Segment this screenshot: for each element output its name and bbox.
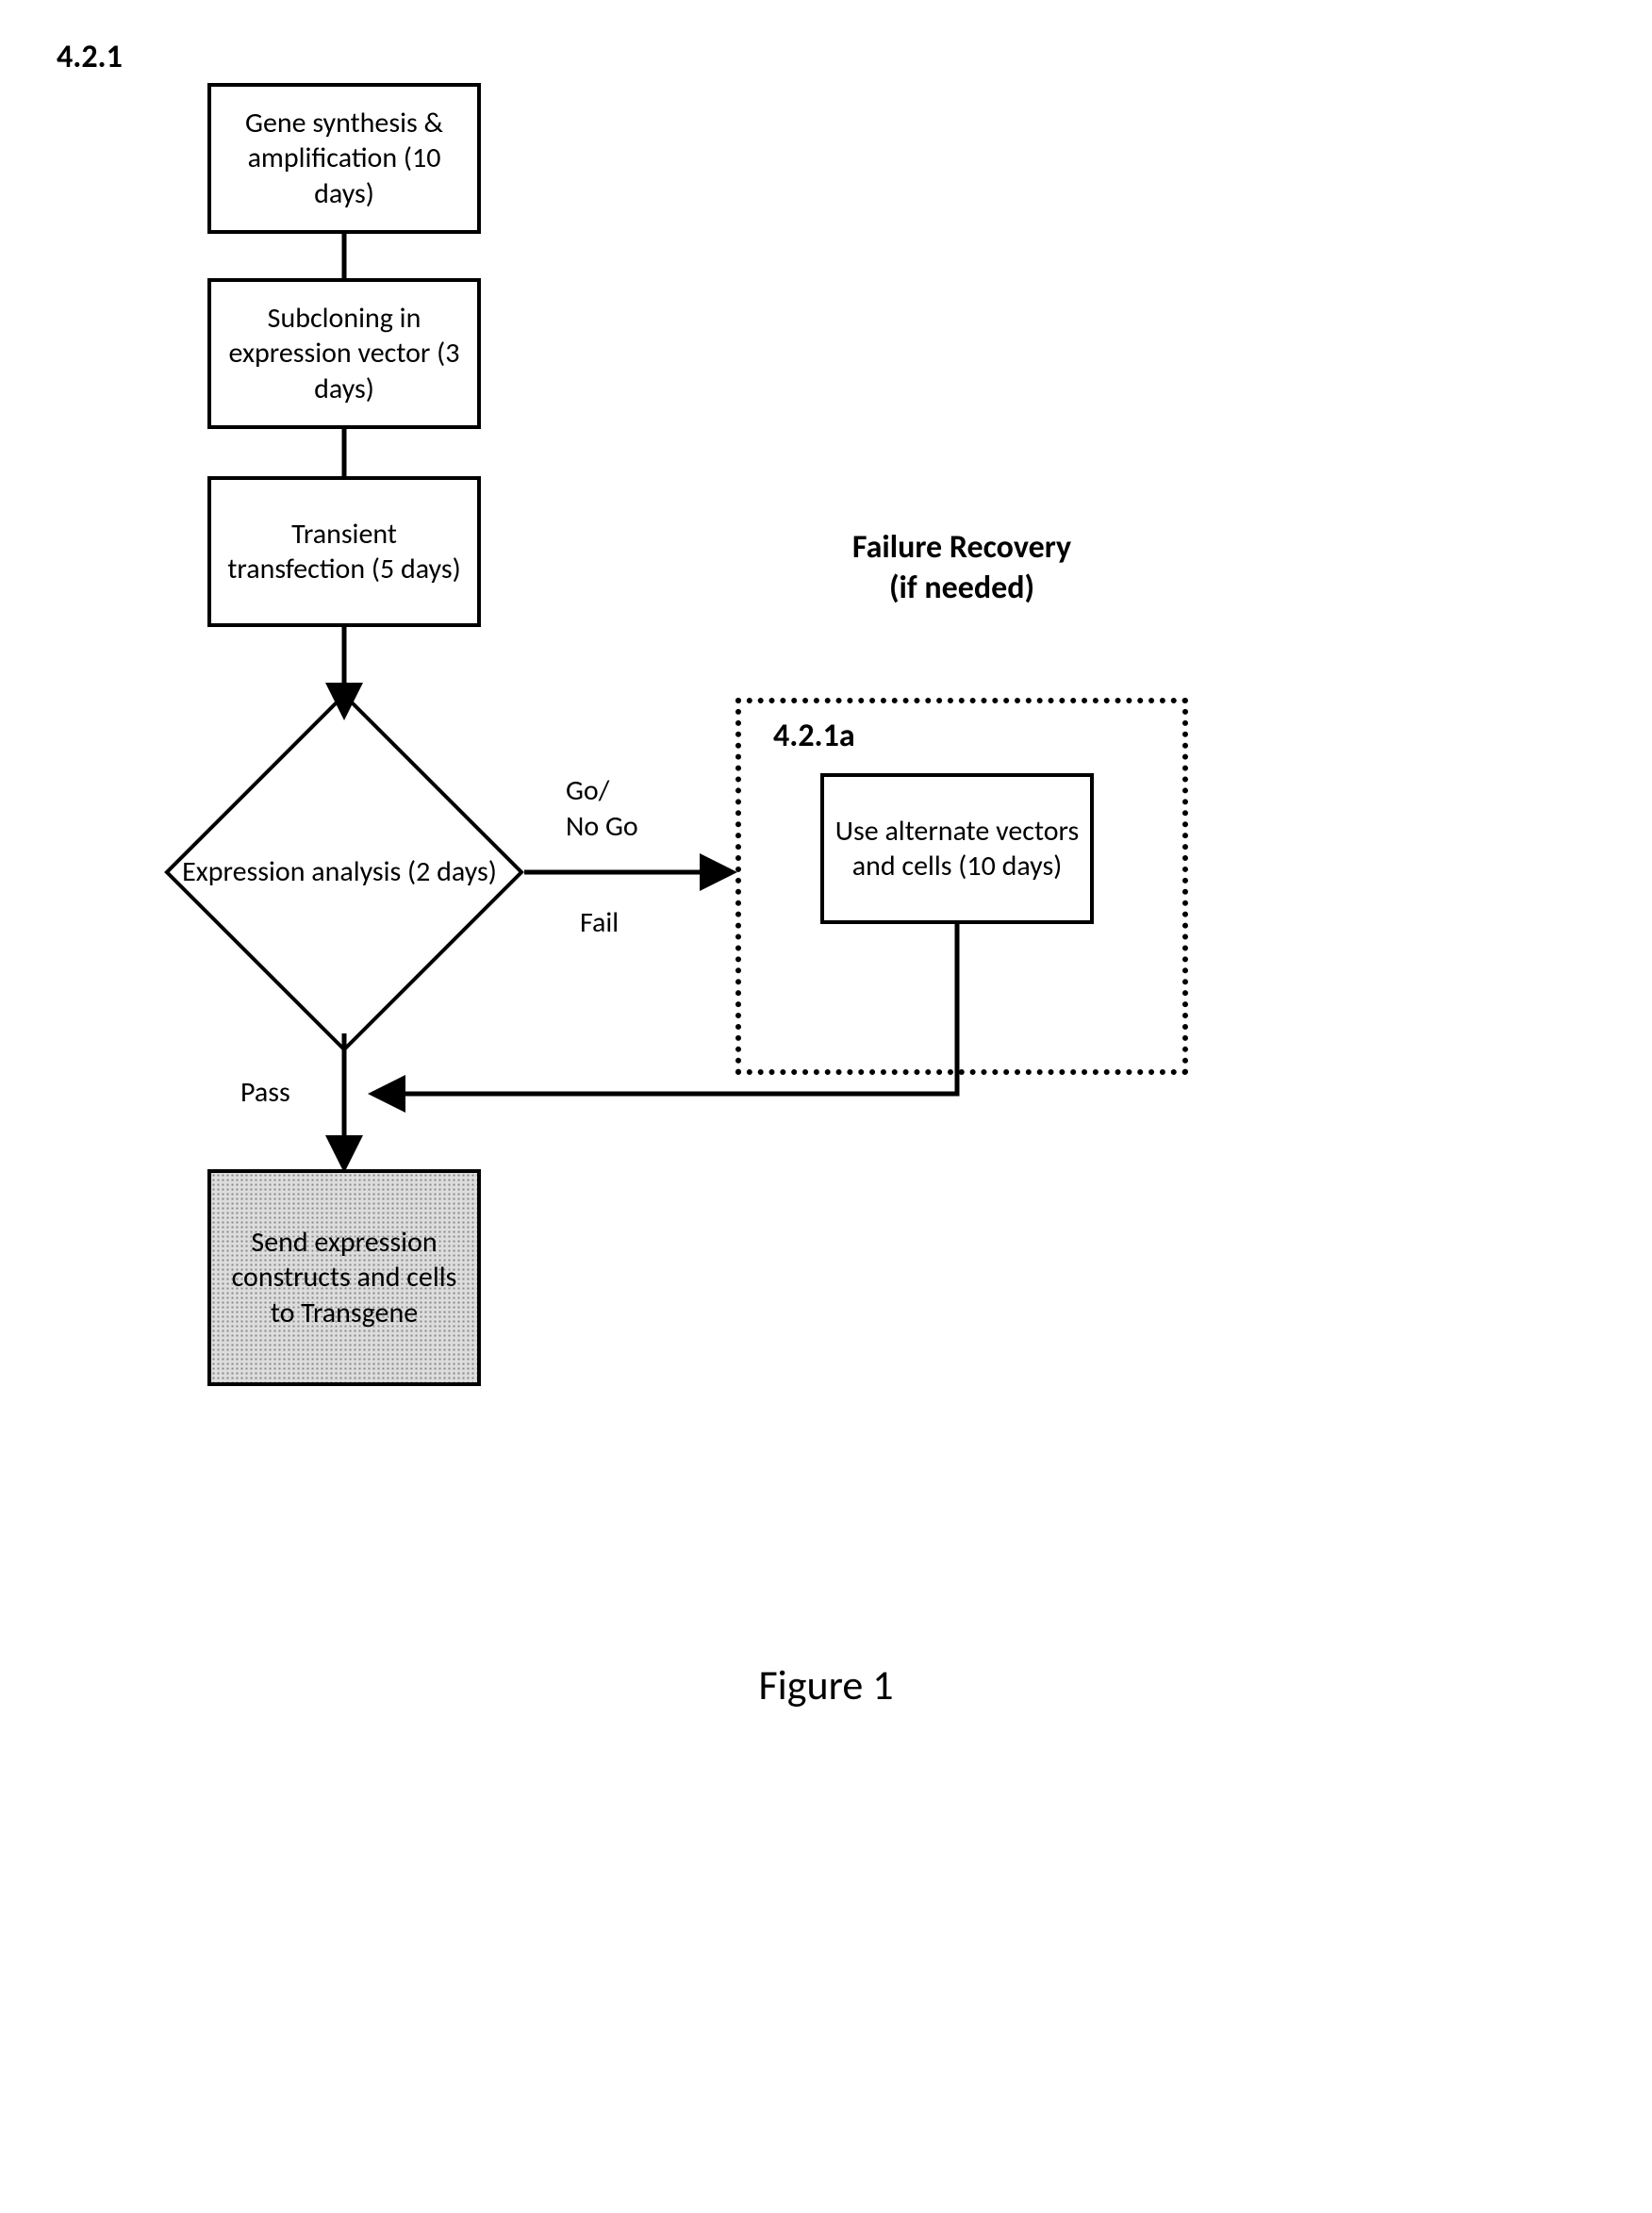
- edge-label-pass: Pass: [240, 1075, 290, 1111]
- node-expression-analysis-text: Expression analysis (2 days): [182, 854, 497, 890]
- section-label: 4.2.1: [57, 38, 123, 76]
- node-subcloning-text: Subcloning in expression vector (3 days): [221, 301, 468, 407]
- node-subcloning: Subcloning in expression vector (3 days): [207, 278, 481, 429]
- node-send-constructs: Send expression constructs and cells to …: [207, 1169, 481, 1386]
- node-gene-synthesis: Gene synthesis & amplification (10 days): [207, 83, 481, 234]
- node-alternate-vectors: Use alternate vectors and cells (10 days…: [820, 773, 1094, 924]
- edge-label-go-nogo: Go/ No Go: [566, 773, 638, 844]
- edge-label-nogo: No Go: [566, 809, 638, 845]
- failure-title-line2: (if needed): [773, 569, 1150, 609]
- edge-label-fail: Fail: [580, 905, 619, 941]
- sub-section-label: 4.2.1a: [773, 717, 855, 755]
- flowchart-container: 4.2.1 Gene synthesis & amplification (10…: [0, 0, 1652, 2213]
- node-transfection: Transient transfection (5 days): [207, 476, 481, 627]
- node-alternate-vectors-text: Use alternate vectors and cells (10 days…: [834, 814, 1081, 884]
- failure-title-line1: Failure Recovery: [773, 528, 1150, 569]
- node-expression-analysis-text-wrap: Expression analysis (2 days): [170, 717, 509, 1028]
- node-gene-synthesis-text: Gene synthesis & amplification (10 days): [221, 106, 468, 212]
- node-transfection-text: Transient transfection (5 days): [221, 517, 468, 587]
- node-send-constructs-text: Send expression constructs and cells to …: [221, 1225, 468, 1331]
- failure-recovery-title: Failure Recovery (if needed): [773, 528, 1150, 608]
- figure-caption: Figure 1: [0, 1660, 1652, 1710]
- edge-label-go: Go/: [566, 773, 638, 809]
